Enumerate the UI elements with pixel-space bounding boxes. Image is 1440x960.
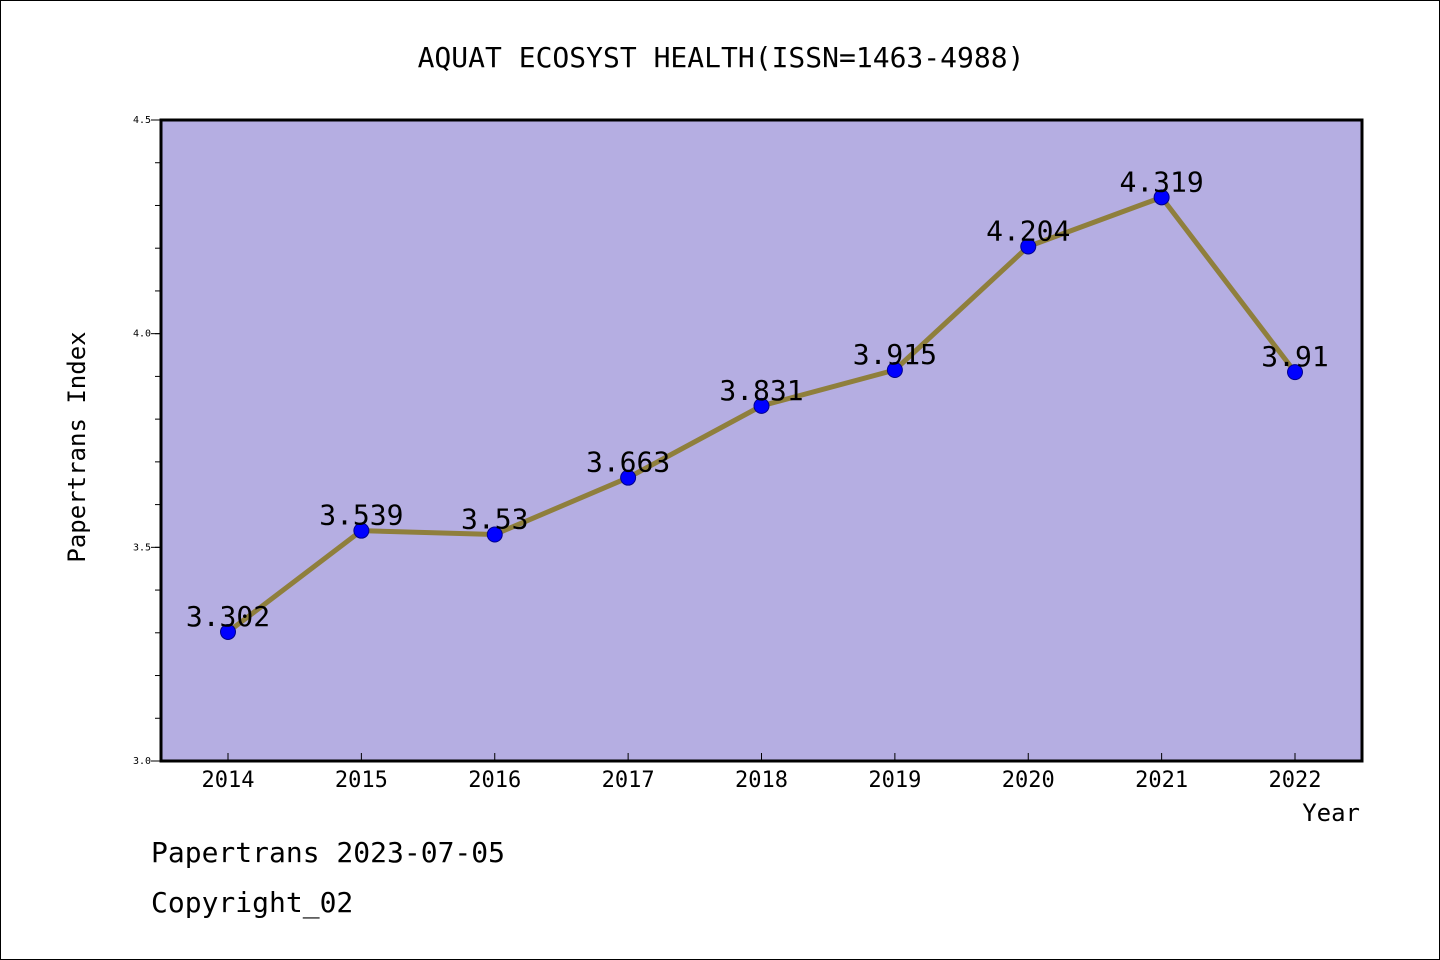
- data-point: [1287, 364, 1303, 381]
- data-label: 3.539: [319, 499, 403, 532]
- y-tick-label: 4.5: [133, 115, 151, 126]
- y-tick-label: 3.5: [133, 542, 151, 553]
- data-point: [620, 469, 637, 486]
- plot-area: [159, 118, 1364, 763]
- data-point: [353, 522, 370, 539]
- x-tick-label: 2015: [335, 768, 388, 793]
- chart-title: AQUAT ECOSYST HEALTH(ISSN=1463-4988): [418, 41, 1025, 74]
- y-axis-label: Papertrans Index: [63, 331, 91, 562]
- x-tick-label: 2019: [868, 768, 921, 793]
- x-tick-label: 2022: [1269, 768, 1322, 793]
- footer-copyright: Copyright_02: [151, 886, 354, 919]
- data-point: [886, 361, 903, 378]
- data-label: 3.302: [186, 600, 270, 633]
- data-point: [1153, 189, 1170, 206]
- data-label: 4.204: [986, 214, 1070, 247]
- data-label: 4.319: [1119, 165, 1203, 198]
- footer-date: Papertrans 2023-07-05: [151, 836, 506, 869]
- y-tick-label: 3.0: [133, 756, 151, 767]
- y-axis: 3.0 3.5 4.0 4.5: [133, 115, 161, 767]
- x-tick-label: 2018: [735, 768, 788, 793]
- data-point: [1020, 238, 1037, 255]
- x-tick-label: 2014: [202, 768, 255, 793]
- series-layer: 3.302 3.539 3.53 3.663 3.831 3.915 4.204 4.319 3…: [186, 165, 1329, 640]
- x-tick-label: 2016: [468, 768, 521, 793]
- data-label: 3.53: [461, 503, 528, 536]
- data-label: 3.831: [719, 374, 803, 407]
- data-point: [753, 397, 770, 414]
- data-label: 3.663: [586, 446, 670, 479]
- x-axis: 2014 2015 2016 2017 2018 2019 2020 2021 2022: [202, 753, 1322, 793]
- data-label: 3.915: [853, 338, 937, 371]
- data-point: [220, 623, 236, 640]
- x-tick-label: 2017: [602, 768, 655, 793]
- data-point: [486, 526, 503, 543]
- data-label: 3.91: [1261, 340, 1328, 373]
- x-tick-label: 2020: [1002, 768, 1055, 793]
- y-tick-label: 4.0: [133, 329, 151, 340]
- x-axis-label: Year: [1302, 799, 1360, 827]
- x-tick-label: 2021: [1135, 768, 1188, 793]
